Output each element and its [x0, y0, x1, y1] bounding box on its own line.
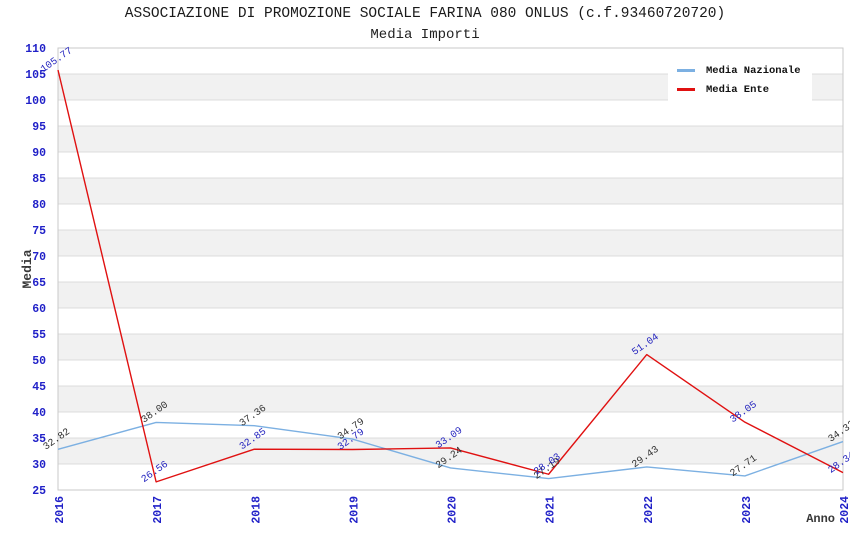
legend-item-media-ente: Media Ente — [677, 80, 812, 99]
legend-item-media-nazionale: Media Nazionale — [677, 61, 812, 80]
y-tick-label: 105 — [25, 69, 46, 82]
y-tick-label: 100 — [25, 95, 46, 108]
x-tick-label: 2022 — [643, 496, 656, 524]
x-tick-label: 2016 — [54, 496, 67, 524]
series-line-media-nazionale — [57, 421, 844, 480]
x-tick-label: 2020 — [447, 496, 460, 524]
y-tick-label: 95 — [32, 121, 46, 134]
y-tick-label: 50 — [32, 355, 46, 368]
plot-band — [58, 412, 843, 438]
plot-border — [57, 47, 844, 491]
legend: Media Nazionale Media Ente — [668, 57, 812, 104]
plot-band — [58, 152, 843, 178]
plot-band — [58, 360, 843, 386]
plot-band — [58, 100, 843, 126]
x-tick-label: 2018 — [250, 496, 263, 524]
y-tick-label: 70 — [32, 251, 46, 264]
y-tick-label: 85 — [32, 173, 46, 186]
y-tick-label: 75 — [32, 225, 46, 238]
x-tick-label: 2021 — [545, 496, 558, 524]
x-axis-title: Anno — [806, 512, 835, 526]
chart-subtitle: Media Importi — [370, 27, 480, 43]
legend-line-swatch — [677, 88, 695, 91]
y-tick-label: 110 — [25, 43, 46, 56]
plot-band — [58, 256, 843, 282]
x-tick-label: 2023 — [741, 496, 754, 524]
y-tick-label: 40 — [32, 407, 46, 420]
y-tick-label: 80 — [32, 199, 46, 212]
y-tick-label: 25 — [32, 485, 46, 498]
legend-line-swatch — [677, 69, 695, 72]
series-line-media-ente — [57, 69, 844, 483]
y-tick-label: 90 — [32, 147, 46, 160]
plot-band — [58, 438, 843, 464]
plot-band — [58, 230, 843, 256]
y-tick-label: 45 — [32, 381, 46, 394]
y-tick-label: 65 — [32, 277, 46, 290]
y-tick-label: 60 — [32, 303, 46, 316]
legend-label: Media Nazionale — [706, 64, 801, 77]
plot-band — [58, 308, 843, 334]
plot-band — [58, 178, 843, 204]
legend-label: Media Ente — [706, 83, 770, 96]
x-tick-label: 2019 — [348, 496, 361, 524]
y-tick-label: 35 — [32, 433, 46, 446]
x-tick-label: 2024 — [839, 496, 850, 524]
x-tick-label: 2017 — [152, 496, 165, 524]
plot-band — [58, 204, 843, 230]
plot-band — [58, 126, 843, 152]
y-axis-title: Media — [20, 249, 35, 288]
y-tick-label: 55 — [32, 329, 46, 342]
chart-title: ASSOCIAZIONE DI PROMOZIONE SOCIALE FARIN… — [124, 6, 726, 22]
plot-band — [58, 334, 843, 360]
plot-band — [58, 282, 843, 308]
y-tick-label: 30 — [32, 459, 46, 472]
